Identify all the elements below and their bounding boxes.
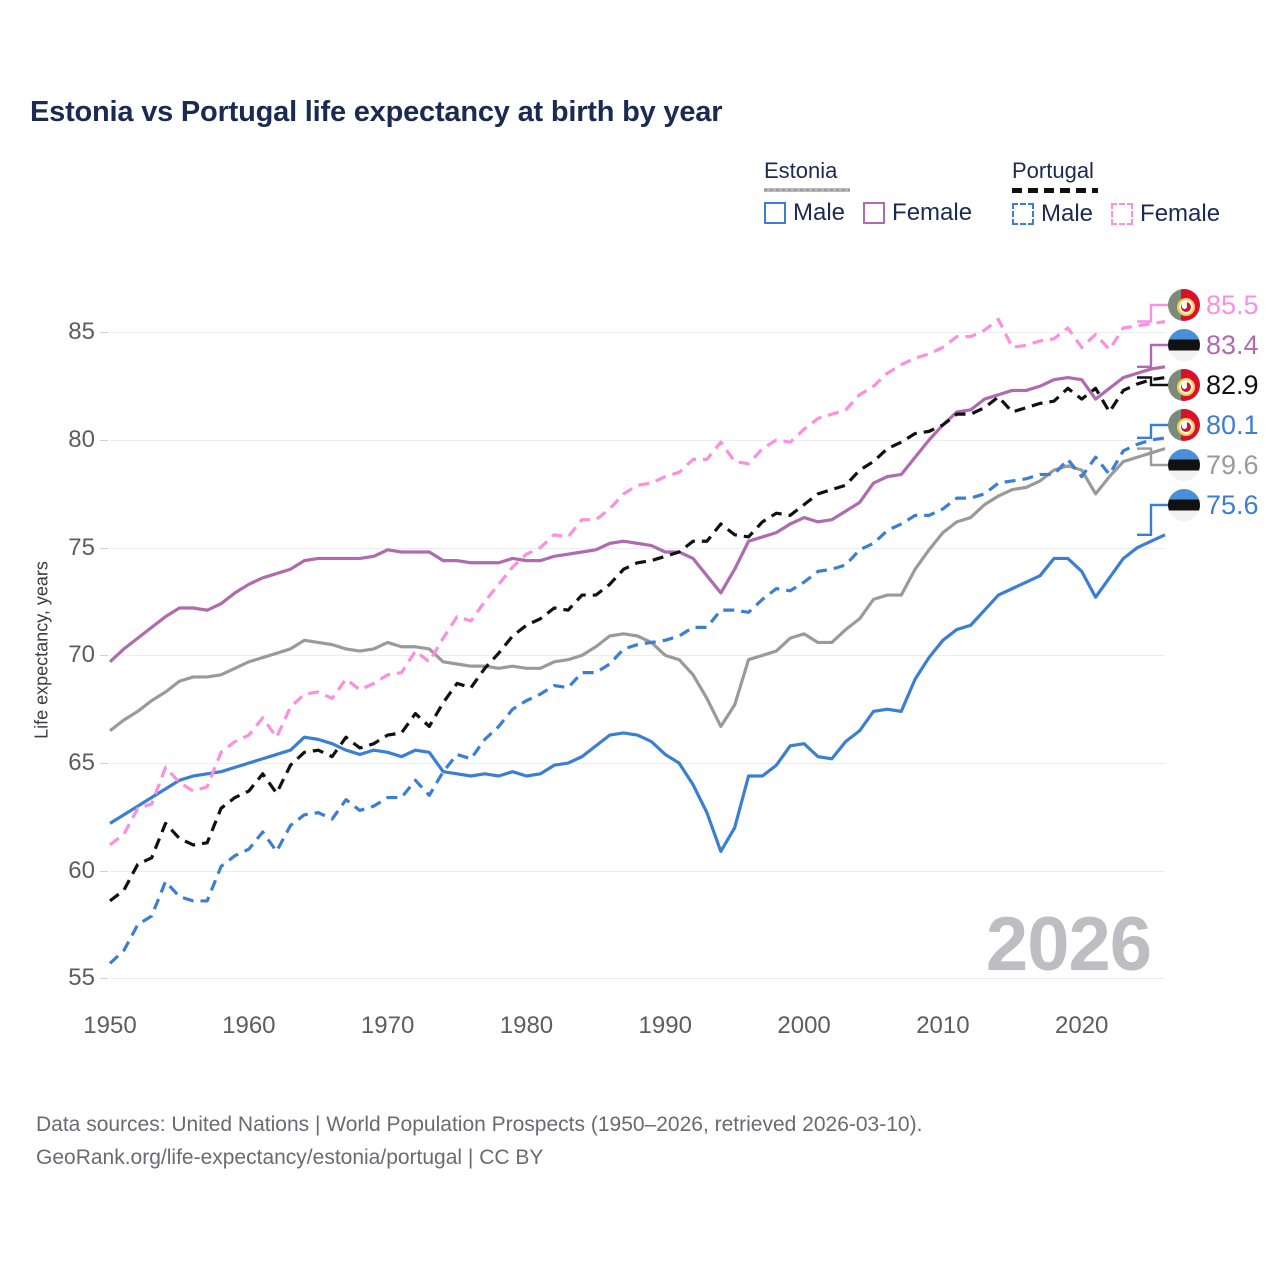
footer-line-2: GeoRank.org/life-expectancy/estonia/port… — [36, 1146, 544, 1170]
label-leader-line — [1137, 376, 1169, 387]
legend-country-portugal: Portugal — [1012, 158, 1094, 183]
end-label-value: 85.5 — [1206, 289, 1259, 320]
legend-label-portugal-male: Male — [1041, 200, 1094, 227]
label-leader-line — [1137, 423, 1169, 439]
legend-swatch-estonia-female — [863, 202, 886, 224]
x-tick-label: 2010 — [916, 1012, 970, 1039]
y-tick-mark — [100, 332, 108, 334]
series-line — [109, 533, 1166, 853]
series-line — [109, 375, 1166, 903]
x-tick-label: 1970 — [360, 1012, 415, 1039]
page-title: Estonia vs Portugal life expectancy at b… — [30, 96, 723, 128]
y-tick-label: 55 — [68, 964, 95, 992]
legend-group-estonia: Estonia Male Female — [764, 158, 972, 227]
gridline — [110, 763, 1165, 765]
end-label-estonia-female: 83.4 — [1168, 328, 1259, 362]
series-line — [108, 365, 1166, 664]
end-value-labels: 85.5 83.4 82.9 80.1 79.6 75.6 — [1168, 288, 1280, 568]
end-label-value: 83.4 — [1206, 329, 1259, 360]
plot-area: Life expectancy, years 55 60 65 70 75 80 85 19… — [32, 300, 1169, 1039]
legend-swatch-portugal-female — [1111, 203, 1134, 225]
x-tick-label: 1990 — [638, 1012, 692, 1039]
gridline — [110, 978, 1165, 980]
series-lines — [108, 303, 1169, 965]
portugal-flag-icon — [1168, 409, 1200, 441]
gridline — [110, 332, 1165, 334]
y-tick-label: 85 — [68, 318, 95, 346]
legend-group-portugal: Portugal Male Female — [1012, 158, 1220, 228]
estonia-flag-icon — [1168, 449, 1200, 481]
end-label-value: 75.6 — [1206, 489, 1259, 520]
footer: Data sources: United Nations | World Pop… — [36, 1108, 922, 1174]
y-tick-mark — [100, 870, 108, 872]
legend-item-portugal-male[interactable]: Male — [1012, 200, 1093, 228]
legend-swatch-estonia-male — [764, 202, 786, 224]
series-line — [108, 436, 1166, 965]
end-label-portugal-female: 85.5 — [1168, 288, 1259, 322]
y-tick-mark — [100, 547, 108, 549]
legend-label-estonia-female: Female — [892, 199, 973, 226]
y-tick-mark — [100, 763, 108, 765]
legend-item-estonia-female[interactable]: Female — [863, 199, 972, 227]
y-tick-label: 65 — [68, 749, 95, 777]
portugal-flag-icon — [1168, 369, 1200, 401]
year-watermark: 2026 — [985, 902, 1152, 987]
legend-swatch-portugal-male — [1012, 203, 1034, 225]
estonia-flag-icon — [1168, 489, 1200, 521]
legend-label-portugal-female: Female — [1140, 200, 1221, 227]
end-label-portugal-total: 82.9 — [1168, 368, 1259, 402]
legend-label-estonia-male: Male — [793, 199, 846, 226]
legend-item-estonia-male[interactable]: Male — [764, 199, 845, 227]
x-tick-label: 2000 — [777, 1012, 831, 1039]
y-tick-mark — [100, 440, 108, 441]
end-label-value: 80.1 — [1206, 409, 1259, 440]
x-tick-label: 1980 — [499, 1012, 554, 1039]
label-leader-line — [1137, 447, 1169, 467]
label-leader-line — [1137, 303, 1169, 323]
legend: Estonia Male Female Portugal Male — [760, 158, 1260, 244]
label-leader-line — [1137, 343, 1169, 368]
series-line — [109, 447, 1166, 733]
portugal-flag-icon — [1168, 289, 1200, 321]
label-leader-line — [1137, 503, 1169, 536]
gridline — [110, 655, 1165, 657]
y-tick-mark — [100, 978, 108, 980]
y-tick-label: 70 — [68, 641, 95, 669]
end-label-estonia-male: 75.6 — [1168, 488, 1259, 522]
gridline — [110, 440, 1165, 441]
estonia-flag-icon — [1168, 329, 1200, 361]
end-label-portugal-male: 80.1 — [1168, 408, 1259, 442]
end-label-value: 79.6 — [1206, 449, 1259, 480]
x-tick-label: 1950 — [83, 1012, 137, 1039]
legend-rule-portugal — [1012, 188, 1098, 193]
footer-line-1: Data sources: United Nations | World Pop… — [36, 1113, 923, 1136]
y-tick-label: 80 — [68, 426, 95, 453]
y-tick-label: 75 — [68, 533, 95, 561]
gridline — [110, 547, 1165, 549]
end-label-estonia-total: 79.6 — [1168, 448, 1259, 482]
legend-country-estonia: Estonia — [764, 158, 838, 183]
legend-item-portugal-female[interactable]: Female — [1111, 200, 1220, 228]
x-tick-label: 2020 — [1055, 1012, 1109, 1039]
gridline — [110, 870, 1165, 872]
x-tick-label: 1960 — [222, 1012, 276, 1039]
series-line — [109, 317, 1166, 847]
y-tick-label: 60 — [68, 856, 95, 884]
y-tick-mark — [100, 655, 108, 657]
legend-rule-estonia — [764, 188, 850, 192]
end-label-value: 82.9 — [1206, 369, 1259, 400]
